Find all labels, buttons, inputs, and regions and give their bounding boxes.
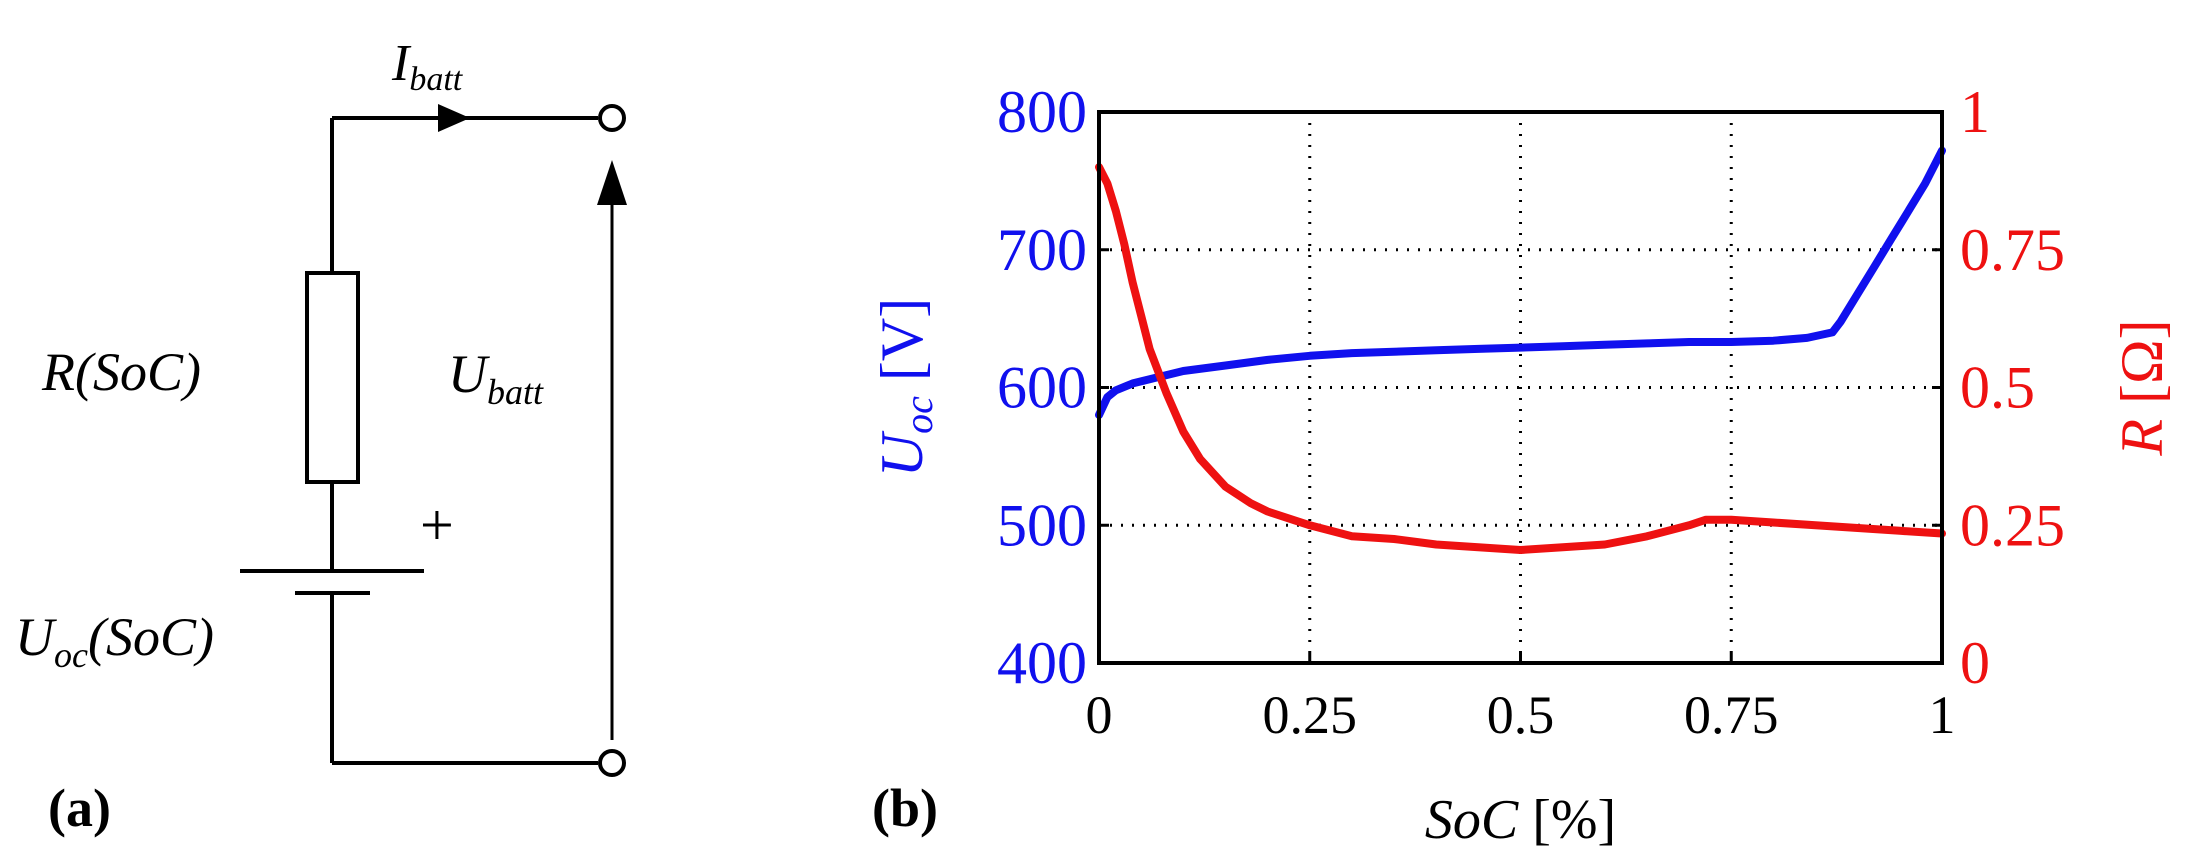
right-y-tick-label: 1 <box>1960 79 1990 145</box>
soc-chart: 0 0.25 0.5 0.75 1 400 500 600 700 800 0 0.25 0.5 0.75… <box>869 79 2175 851</box>
left-y-tick-label: 700 <box>997 217 1087 283</box>
circuit-diagram <box>240 104 627 777</box>
series <box>1095 146 1946 554</box>
x-tick-label: 0 <box>1086 685 1113 745</box>
series-line-r <box>1095 163 1946 554</box>
current-label: Ibatt <box>391 35 464 98</box>
panel-a-label: (a) <box>48 778 111 838</box>
x-tick-label: 0.25 <box>1263 685 1358 745</box>
right-y-tick-label: 0.5 <box>1960 355 2035 421</box>
x-axis-label: SoC [%] <box>1425 789 1616 851</box>
right-y-tick-label: 0 <box>1960 630 1990 696</box>
voltage-arrow-icon <box>597 160 627 205</box>
resistor-symbol <box>305 271 360 484</box>
right-y-tick-label: 0.25 <box>1960 492 2065 558</box>
left-y-tick-label: 800 <box>997 79 1087 145</box>
right-y-tick-label: 0.75 <box>1960 217 2065 283</box>
left-y-tick-label: 500 <box>997 492 1087 558</box>
tick-labels: 0 0.25 0.5 0.75 1 400 500 600 700 800 0 0.25 0.5 0.75… <box>997 79 2065 745</box>
left-axis-label: Uoc [V] <box>869 298 941 477</box>
source-label: Uoc(SoC) <box>15 607 214 675</box>
x-tick-label: 1 <box>1929 685 1956 745</box>
x-tick-label: 0.75 <box>1684 685 1779 745</box>
resistor-label: R(SoC) <box>41 342 201 402</box>
terminal-top <box>598 104 626 132</box>
grid <box>1099 112 1942 663</box>
plus-sign: + <box>420 492 454 558</box>
x-tick-label: 0.5 <box>1487 685 1555 745</box>
panel-b-label: (b) <box>872 778 938 838</box>
current-arrow-icon <box>438 104 470 132</box>
left-y-tick-label: 600 <box>997 355 1087 421</box>
ticks <box>1097 110 1944 665</box>
left-y-tick-label: 400 <box>997 630 1087 696</box>
right-axis-label: R [Ω] <box>2109 319 2175 456</box>
voltage-label: Ubatt <box>448 344 544 412</box>
terminal-bottom <box>598 749 626 777</box>
